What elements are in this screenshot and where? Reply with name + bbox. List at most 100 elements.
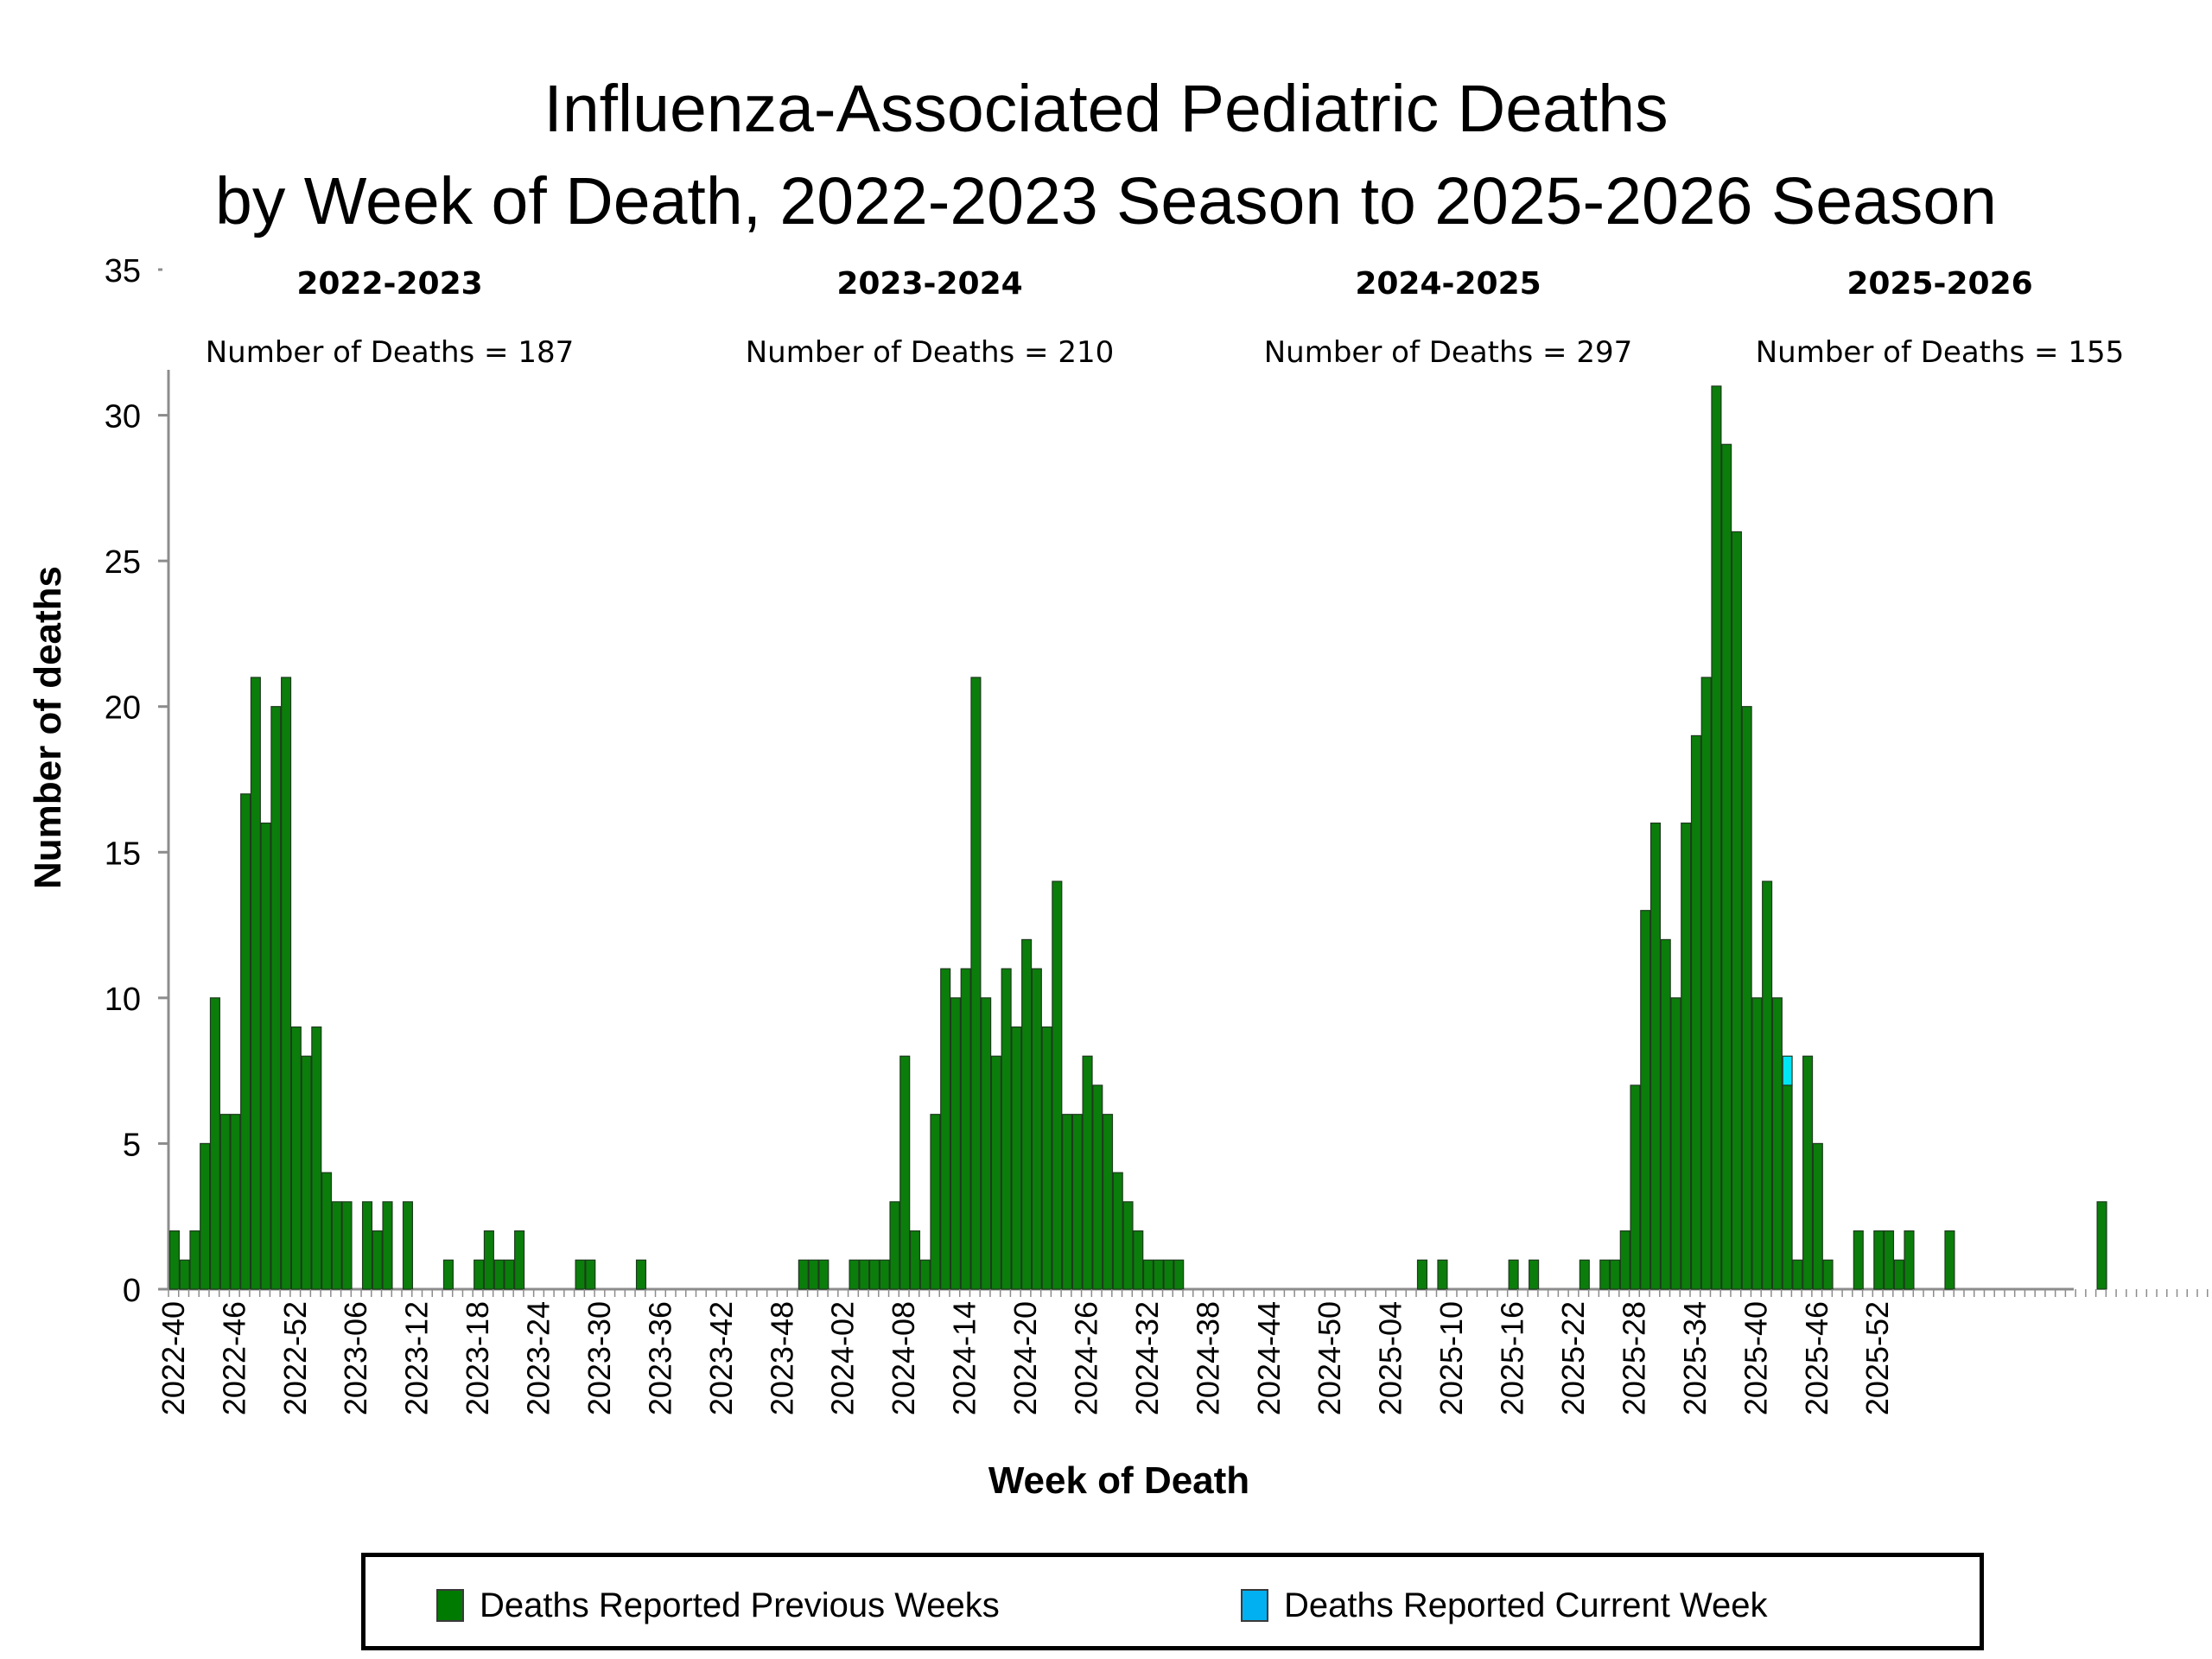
x-tick-label: 2025-10 xyxy=(1433,1301,1469,1415)
bar-previous xyxy=(1163,1259,1174,1290)
bar-previous xyxy=(402,1201,414,1290)
season-heading: 2024-2025 xyxy=(1355,266,1541,302)
x-axis-title: Week of Death xyxy=(988,1459,1249,1502)
x-tick-label: 2025-22 xyxy=(1555,1301,1591,1415)
bar-previous xyxy=(575,1259,586,1290)
bar-previous xyxy=(1822,1259,1834,1290)
y-axis-title: Number of deaths xyxy=(27,566,69,889)
bar-previous xyxy=(1782,1084,1793,1290)
bar-previous xyxy=(635,1259,647,1290)
bar-previous xyxy=(1630,1084,1641,1290)
bar-previous xyxy=(1082,1055,1093,1290)
bar-previous xyxy=(219,1114,231,1290)
bar-previous xyxy=(990,1055,1001,1290)
bar-previous xyxy=(909,1230,921,1290)
bar-previous xyxy=(1771,997,1783,1290)
bar-previous xyxy=(250,677,261,1290)
bar-previous xyxy=(1670,997,1681,1290)
legend-swatch-previous xyxy=(436,1589,464,1622)
x-tick-label: 2025-04 xyxy=(1373,1301,1408,1415)
bar-previous xyxy=(442,1259,454,1290)
chart-legend: Deaths Reported Previous Weeks Deaths Re… xyxy=(361,1553,1984,1650)
x-tick-label: 2024-38 xyxy=(1190,1301,1225,1415)
bar-previous xyxy=(960,968,971,1290)
bar-previous xyxy=(930,1114,941,1290)
bar-previous xyxy=(1751,997,1763,1290)
legend-label-previous: Deaths Reported Previous Weeks xyxy=(480,1586,1000,1624)
bar-previous xyxy=(341,1201,353,1290)
bar-previous xyxy=(818,1259,830,1290)
bar-previous xyxy=(179,1259,190,1290)
bar-previous xyxy=(1102,1114,1114,1290)
bar-previous xyxy=(1579,1259,1590,1290)
bar-previous xyxy=(808,1259,819,1290)
bar-previous xyxy=(311,1026,322,1290)
bar-previous xyxy=(1416,1259,1428,1290)
bar-previous xyxy=(168,1230,180,1290)
bar-previous xyxy=(1599,1259,1611,1290)
bar-previous xyxy=(1649,822,1662,1290)
bar-previous xyxy=(868,1259,880,1290)
y-tick-label: 20 xyxy=(105,690,141,727)
bar-previous xyxy=(230,1114,241,1290)
x-tick-label: 2025-46 xyxy=(1799,1301,1834,1415)
bar-previous xyxy=(1873,1230,1885,1290)
bar-previous xyxy=(1112,1172,1123,1290)
legend-item-previous: Deaths Reported Previous Weeks xyxy=(436,1586,1000,1624)
x-tick-label: 2024-26 xyxy=(1069,1301,1104,1415)
bar-previous xyxy=(1041,1026,1052,1290)
bar-previous xyxy=(1690,734,1701,1290)
season-heading: 2023-2024 xyxy=(836,266,1022,302)
bar-previous xyxy=(879,1259,890,1290)
bar-previous xyxy=(514,1230,525,1290)
bar-previous xyxy=(798,1259,809,1290)
bar-previous xyxy=(1660,938,1671,1290)
bar-previous xyxy=(585,1259,596,1290)
x-tick-label: 2025-34 xyxy=(1677,1301,1713,1415)
bar-previous xyxy=(301,1055,312,1290)
bar-previous xyxy=(1681,822,1692,1290)
bar-previous xyxy=(321,1172,333,1290)
bar-previous xyxy=(1700,677,1712,1290)
x-tick-label: 2023-12 xyxy=(399,1301,435,1415)
bar-previous xyxy=(950,997,961,1290)
season-death-count: Number of Deaths = 187 xyxy=(206,335,575,370)
bar-previous xyxy=(1812,1142,1823,1290)
x-tick-label: 2023-18 xyxy=(460,1301,495,1415)
bar-previous xyxy=(270,706,282,1290)
bar-previous xyxy=(1001,968,1012,1290)
bar-previous xyxy=(474,1259,485,1290)
season-heading: 2025-2026 xyxy=(1847,266,2032,302)
bar-previous xyxy=(382,1201,393,1290)
y-tick-label: 25 xyxy=(105,544,141,581)
x-tick-label: 2024-02 xyxy=(825,1301,861,1415)
bar-previous xyxy=(1122,1201,1134,1290)
annotation-background xyxy=(162,259,2115,370)
bar-previous xyxy=(1741,706,1752,1290)
x-tick-label: 2024-44 xyxy=(1251,1301,1287,1415)
bar-previous xyxy=(1883,1230,1895,1290)
chart-title-line-1: Influenza-Associated Pediatric Deaths xyxy=(543,72,1669,146)
bar-previous xyxy=(1944,1230,1955,1290)
bar-previous xyxy=(899,1055,911,1290)
x-tick-label: 2023-42 xyxy=(703,1301,739,1415)
legend-item-current: Deaths Reported Current Week xyxy=(1241,1586,1768,1624)
x-tick-label: 2025-28 xyxy=(1616,1301,1651,1415)
x-tick-label: 2024-14 xyxy=(947,1301,982,1415)
bar-previous xyxy=(1052,880,1063,1290)
bar-previous xyxy=(1529,1259,1540,1290)
bar-previous xyxy=(1609,1259,1621,1290)
x-tick-label: 2023-24 xyxy=(521,1301,556,1415)
bar-previous xyxy=(1619,1230,1630,1290)
x-tick-label: 2022-46 xyxy=(216,1301,251,1415)
bar-previous xyxy=(1802,1055,1814,1290)
x-tick-label: 2024-32 xyxy=(1129,1301,1165,1415)
y-tick-label: 10 xyxy=(105,982,141,1018)
chart-title-line-2: by Week of Death, 2022-2023 Season to 20… xyxy=(215,164,1997,238)
bar-previous xyxy=(1792,1259,1803,1290)
bar-previous xyxy=(919,1259,931,1290)
bar-previous xyxy=(1640,910,1651,1290)
bar-previous xyxy=(1011,1026,1022,1290)
bar-previous xyxy=(290,1026,302,1290)
